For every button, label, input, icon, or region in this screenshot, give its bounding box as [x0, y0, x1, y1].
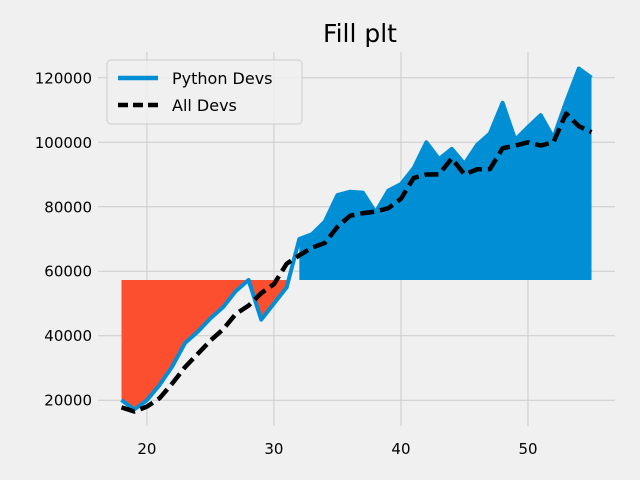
- y-tick-label: 120000: [35, 69, 92, 87]
- fill-above-area: [299, 68, 592, 280]
- x-tick-label: 40: [391, 440, 410, 458]
- y-tick-label: 60000: [44, 263, 92, 281]
- y-tick-label: 40000: [44, 327, 92, 345]
- chart-title: Fill plt: [323, 19, 397, 48]
- y-tick-label: 80000: [44, 198, 92, 216]
- series-line-all-devs: [120, 111, 593, 414]
- x-tick-label: 30: [264, 440, 283, 458]
- y-tick-label: 100000: [35, 134, 92, 152]
- legend-entry-all-devs-label: All Devs: [172, 96, 237, 115]
- legend: Python Devs All Devs: [106, 59, 303, 125]
- tick-labels: 20 30 40 50 20000 40000 60000 80000 100000 120000: [35, 69, 538, 458]
- legend-entry-python-devs-label: Python Devs: [172, 69, 273, 88]
- series-lines: [120, 66, 593, 414]
- series-line-python-devs: [120, 66, 593, 412]
- y-tick-label: 20000: [44, 392, 92, 410]
- x-tick-label: 50: [518, 440, 537, 458]
- x-tick-label: 20: [137, 440, 156, 458]
